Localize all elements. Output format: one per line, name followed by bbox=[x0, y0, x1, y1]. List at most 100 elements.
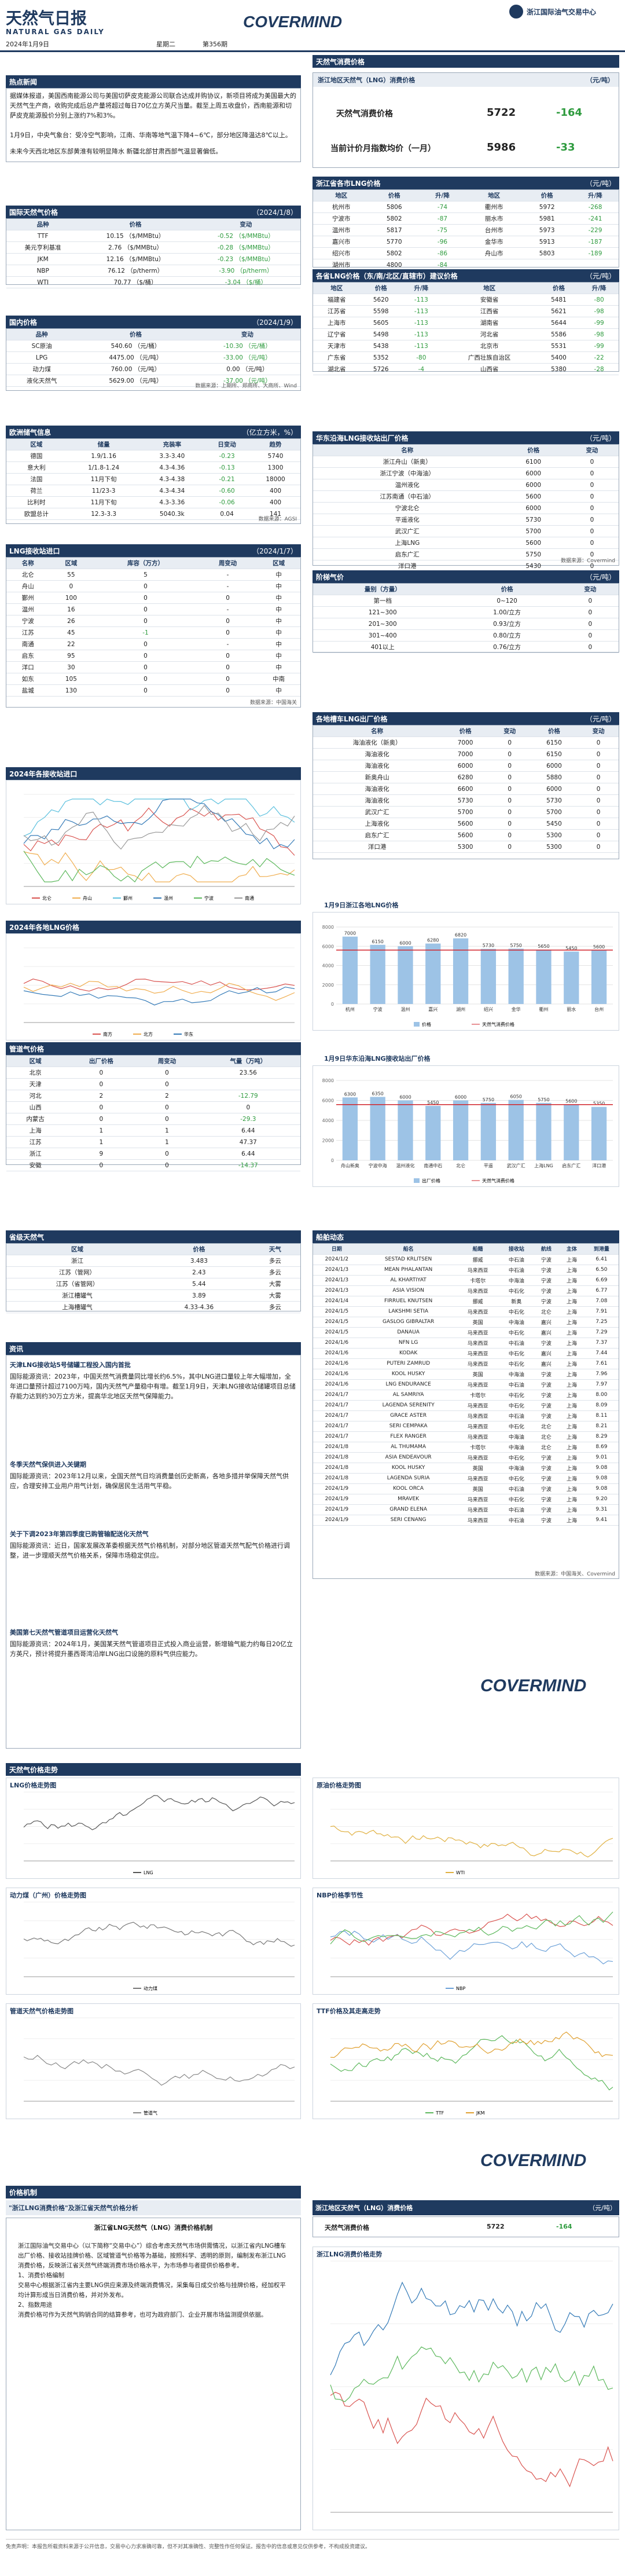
table-row: 法国 11月下旬 4.3-4.38 -0.21 18000 bbox=[6, 473, 300, 485]
table-cell: 0.76/立方 bbox=[452, 641, 562, 653]
table-row: 美元亨利基准 2.76 （$/MMBtu） -0.28 （$/MMBtu） bbox=[6, 241, 300, 254]
table-cell: 上海 bbox=[558, 1400, 584, 1411]
table-header-cell: 升/降 bbox=[579, 283, 619, 294]
bar-chart-2: 0 2000 4000 6000 8000 6300 舟山新奥 6350 宁波中海 6000 温州液… bbox=[312, 1065, 619, 1187]
domestic-note: 数据来源：上期所、郑商所、大商所、Wind bbox=[195, 383, 297, 389]
table-cell: 温州液化 bbox=[313, 479, 502, 491]
table-cell: 4.3-4.36 bbox=[141, 461, 204, 474]
table-cell: 540.60 （元/桶） bbox=[77, 340, 194, 352]
table-row: 武汉广汇 5700 0 5700 0 bbox=[313, 806, 619, 818]
table-cell: 70.77 （$/桶） bbox=[79, 276, 192, 288]
legend-label: 温州 bbox=[164, 896, 173, 901]
table-cell: 荷兰 bbox=[6, 485, 67, 497]
table-cell: 法国 bbox=[6, 473, 67, 485]
table-cell: 辽宁省 bbox=[313, 328, 361, 340]
report-title: 天然气日报 bbox=[6, 9, 87, 28]
lng-chart-header: 2024年各接收站进口 bbox=[6, 767, 301, 780]
table-row: 北仑 55 5- 中 bbox=[6, 569, 300, 581]
table-header-cell: 名称 bbox=[313, 725, 442, 737]
final-price-change: -164 bbox=[556, 2223, 572, 2230]
table-cell: -96 bbox=[419, 236, 466, 248]
table-cell: 北仑 bbox=[533, 1306, 559, 1317]
table-cell: 2024/1/3 bbox=[313, 1285, 361, 1296]
consumer-row2-change: -33 bbox=[556, 141, 575, 153]
table-cell: 6.69 bbox=[584, 1275, 619, 1286]
table-cell: 海油液化 bbox=[313, 748, 442, 760]
table-header-cell: 地区 bbox=[440, 283, 538, 294]
table-cell: 5972 bbox=[522, 201, 572, 213]
table-cell: 2024/1/8 bbox=[313, 1473, 361, 1484]
table-cell: KODAK bbox=[360, 1348, 457, 1359]
lng-import-header: LNG接收站进口 （2024/1/7） bbox=[6, 544, 301, 557]
ships-header: 船舶动态 bbox=[312, 1230, 619, 1243]
legend-label: JKM bbox=[476, 2110, 485, 2116]
table-cell: 马来西亚 bbox=[456, 1379, 499, 1390]
legend-label: 宁波 bbox=[204, 895, 214, 901]
table-cell: 201~300 bbox=[313, 618, 453, 630]
table-row: 浙江舟山（新奥） 6100 0 bbox=[313, 456, 619, 468]
table-cell: 7.61 bbox=[584, 1358, 619, 1369]
table-cell: 中石化 bbox=[499, 1358, 534, 1369]
table-cell: 3.483 bbox=[148, 1255, 250, 1267]
table-row: 江苏（管网） 2.43 多云 bbox=[6, 1266, 300, 1278]
trend-header: 天然气价格走势 bbox=[6, 1763, 301, 1776]
table-header-cell: 变动 bbox=[191, 219, 300, 230]
news-box: 天津LNG接收站5号储罐工程投入国内首批 国际能源资讯：2023年，中国天然气消… bbox=[6, 1355, 301, 1749]
table-cell: 中石油 bbox=[499, 1515, 534, 1526]
table-cell: -0.28 （$/MMBtu） bbox=[191, 241, 300, 254]
table-row: 平遥液化 5730 0 bbox=[313, 514, 619, 526]
table-cell: 中 bbox=[257, 603, 300, 615]
table-row: 2024/1/4 FIRRUEL KNUTSEN 挪威 新奥 宁波 上海 7.08 bbox=[313, 1296, 619, 1307]
table-cell: 7.08 bbox=[584, 1296, 619, 1307]
table-cell: 温州 bbox=[6, 603, 50, 615]
table-cell: 1/1.8-1.24 bbox=[66, 461, 141, 474]
table-row: 宁波北仑 6000 0 bbox=[313, 502, 619, 514]
hot-news-p1: 据媒体报道，美国西南能源公司与美国切萨皮克能源公司联合达成并购协议，新项目将成为… bbox=[10, 92, 296, 119]
table-cell: 宁波 bbox=[533, 1338, 559, 1349]
table-cell: 5913 bbox=[522, 236, 572, 248]
table-cell: 3.3-3.40 bbox=[141, 450, 204, 462]
table-cell: 中石化 bbox=[499, 1306, 534, 1317]
table-cell: 0 bbox=[93, 650, 198, 662]
table-header-cell: 航线 bbox=[533, 1244, 559, 1255]
table-cell: 7.44 bbox=[584, 1348, 619, 1359]
table-cell: 2024/1/2 bbox=[313, 1254, 361, 1265]
news-headline-3: 关于下调2023年第四季度已购管输配送化天然气 bbox=[10, 1530, 149, 1538]
table-cell: ASIA ENDEAVOUR bbox=[360, 1452, 457, 1463]
consumer-row2-label: 当前计价月指数均价（一月） bbox=[330, 144, 436, 153]
table-row: SC原油 540.60 （元/桶） -10.30 （元/桶） bbox=[6, 340, 300, 352]
table-cell: 5.44 bbox=[148, 1278, 250, 1290]
data-label: 7000 bbox=[344, 931, 356, 936]
series-line bbox=[330, 1911, 613, 1944]
table-row: 内蒙古 0 0 -29.3 bbox=[6, 1113, 300, 1125]
lng-import-chart: 北仑 舟山 鄞州 温州 宁波 南通 bbox=[6, 780, 301, 904]
series-line bbox=[330, 1913, 613, 1946]
trade-chart: 南方 北方 华东 bbox=[6, 933, 301, 1040]
table-cell: 2.43 bbox=[148, 1266, 250, 1278]
report-issue: 第356期 bbox=[203, 41, 227, 48]
table-cell: 2024/1/7 bbox=[313, 1400, 361, 1411]
table-cell: 2024/1/5 bbox=[313, 1306, 361, 1317]
table-row: 2024/1/7 AL SAMRIYA 卡塔尔 中石化 宁波 上海 8.00 bbox=[313, 1390, 619, 1401]
table-row: 2024/1/6 KODAK 马来西亚 中石化 嘉兴 上海 7.44 bbox=[313, 1348, 619, 1359]
table-cell: 0 bbox=[198, 684, 258, 697]
table-row: LPG 4475.00 （元/吨） -33.00 （元/吨） bbox=[6, 351, 300, 364]
data-label: 5730 bbox=[483, 943, 494, 948]
table-cell: 2024/1/9 bbox=[313, 1504, 361, 1515]
table-row: 2024/1/8 KOOL HUSKY 英国 中海油 宁波 上海 9.08 bbox=[313, 1463, 619, 1474]
table-cell: 海油液化（新奥） bbox=[313, 736, 442, 749]
table-cell: -86 bbox=[419, 247, 466, 259]
x-tick-label: 武汉广汇 bbox=[507, 1163, 525, 1168]
table-cell: 中海油 bbox=[499, 1431, 534, 1442]
table-row: 启东广汇 5600 0 5300 0 bbox=[313, 829, 619, 841]
table-header-cell: 气量（万吨） bbox=[196, 1056, 300, 1067]
table-cell: 0 bbox=[138, 1159, 196, 1171]
table-cell: 马来西亚 bbox=[456, 1504, 499, 1515]
table-cell: 绍兴市 bbox=[313, 247, 370, 259]
table-row: 上海市 5605 -113 湖南省 5644 -99 bbox=[313, 317, 619, 329]
table-cell: 0 bbox=[489, 818, 530, 830]
table-cell: 5600 bbox=[441, 818, 490, 830]
x-tick-label: 宁波 bbox=[373, 1006, 383, 1012]
table-cell: 中石化 bbox=[499, 1421, 534, 1432]
x-tick-label: 宁波中海 bbox=[369, 1163, 387, 1168]
